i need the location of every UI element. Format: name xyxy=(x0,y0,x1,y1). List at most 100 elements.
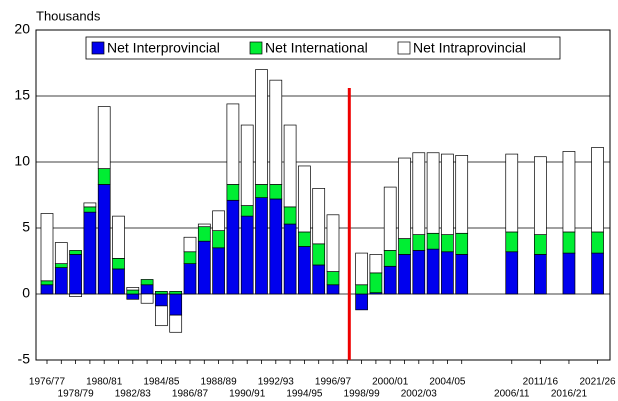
x-tick-label: 2016/21 xyxy=(551,389,588,400)
bar-segment xyxy=(112,268,125,295)
bar-segment xyxy=(533,156,547,235)
bar-segment xyxy=(212,230,225,249)
bar-segment xyxy=(226,103,240,185)
bar-segment xyxy=(83,211,97,295)
bar-segment xyxy=(355,284,368,295)
x-tick-label: 1980/81 xyxy=(86,377,123,388)
legend: Net Interprovincial Net International Net … xyxy=(85,36,561,60)
bar-segment xyxy=(591,231,604,254)
x-tick-label: 1978/79 xyxy=(58,389,95,400)
legend-swatch xyxy=(249,41,263,55)
x-tick-label: 1996/97 xyxy=(315,377,352,388)
bar-segment xyxy=(369,272,383,294)
bar-segment xyxy=(505,153,519,233)
bar-segment xyxy=(426,248,440,295)
bar-segment xyxy=(54,263,68,268)
bar-segment xyxy=(169,291,183,295)
bar-segment xyxy=(283,223,297,295)
bar-segment xyxy=(355,293,368,311)
bar-segment xyxy=(441,153,454,235)
bar-segment xyxy=(197,223,211,228)
bar-segment xyxy=(383,186,397,251)
bar-segment xyxy=(226,199,240,295)
bar-segment xyxy=(240,215,254,295)
bar-segment xyxy=(112,215,125,259)
bar-segment xyxy=(591,252,604,295)
bar-segment xyxy=(197,240,211,295)
bar-segment xyxy=(112,258,125,270)
bar-segment xyxy=(240,205,254,217)
x-tick-label: 2021/26 xyxy=(579,377,616,388)
bar-segment xyxy=(212,247,225,295)
bar-segment xyxy=(355,252,368,286)
bar-segment xyxy=(83,202,97,208)
bar-segment xyxy=(140,284,154,295)
bar-segment xyxy=(155,293,168,307)
y-tick-label: -5 xyxy=(18,351,31,367)
y-axis-label: Thousands xyxy=(36,8,101,23)
bar-segment xyxy=(155,305,168,327)
bar-segment xyxy=(562,151,576,233)
bar-segment xyxy=(312,188,326,245)
bar-segment xyxy=(398,254,411,295)
bar-segment xyxy=(562,252,576,295)
bar-segment xyxy=(40,284,54,295)
bar-segment xyxy=(255,184,268,198)
bar-segment xyxy=(383,250,397,267)
bar-segment xyxy=(326,214,340,272)
bar-segment xyxy=(412,152,426,235)
bar-segment xyxy=(40,213,54,282)
bar-segment xyxy=(298,231,311,247)
bar-segment xyxy=(412,250,426,295)
bar-segment xyxy=(426,232,440,250)
x-tick-label: 1986/87 xyxy=(172,389,209,400)
bar-segment xyxy=(183,263,197,295)
bar-segment xyxy=(298,165,311,233)
bar-segment xyxy=(283,124,297,208)
bar-segment xyxy=(562,231,576,254)
bar-segment xyxy=(269,198,283,295)
x-tick-label: 2004/05 xyxy=(429,377,466,388)
bar-segment xyxy=(426,152,440,234)
bar-segment xyxy=(312,243,326,266)
bar-segment xyxy=(54,242,68,264)
x-tick-label: 2006/11 xyxy=(494,389,530,400)
bar-segment xyxy=(169,314,183,333)
bar-segment xyxy=(197,226,211,242)
bar-segment xyxy=(298,246,311,295)
bar-segment xyxy=(533,254,547,295)
bar-segment xyxy=(69,293,82,297)
x-tick-label: 1992/93 xyxy=(258,377,295,388)
bar-segment xyxy=(398,157,411,239)
plot-frame xyxy=(35,29,611,361)
bar-segment xyxy=(326,284,340,295)
legend-swatch xyxy=(91,41,105,55)
bar-segment xyxy=(533,234,547,255)
bar-segment xyxy=(455,232,469,255)
bar-segment xyxy=(240,124,254,206)
bar-segment xyxy=(326,271,340,286)
bar-segment xyxy=(441,234,454,253)
bar-segment xyxy=(97,184,111,295)
y-tick-label: 15 xyxy=(14,87,30,103)
x-tick-label: 1982/83 xyxy=(115,389,152,400)
x-tick-label: 2011/16 xyxy=(523,377,559,388)
bar-segment xyxy=(255,69,268,185)
bar-segment xyxy=(183,251,197,264)
bar-segment xyxy=(69,254,82,295)
bar-segment xyxy=(455,254,469,295)
bar-segment xyxy=(140,279,154,286)
bar-segment xyxy=(169,293,183,316)
legend-swatch xyxy=(397,41,411,55)
bar-segment xyxy=(383,265,397,295)
bar-segment xyxy=(455,155,469,234)
x-tick-label: 1990/91 xyxy=(229,389,266,400)
x-tick-label: 1998/99 xyxy=(344,389,381,400)
bar-segment xyxy=(441,251,454,295)
bar-segment xyxy=(312,264,326,295)
y-tick-label: 10 xyxy=(14,153,30,169)
bar-segment xyxy=(83,206,97,213)
bar-segment xyxy=(255,197,268,295)
x-tick-label: 1988/89 xyxy=(201,377,238,388)
x-tick-label: 1994/95 xyxy=(286,389,323,400)
